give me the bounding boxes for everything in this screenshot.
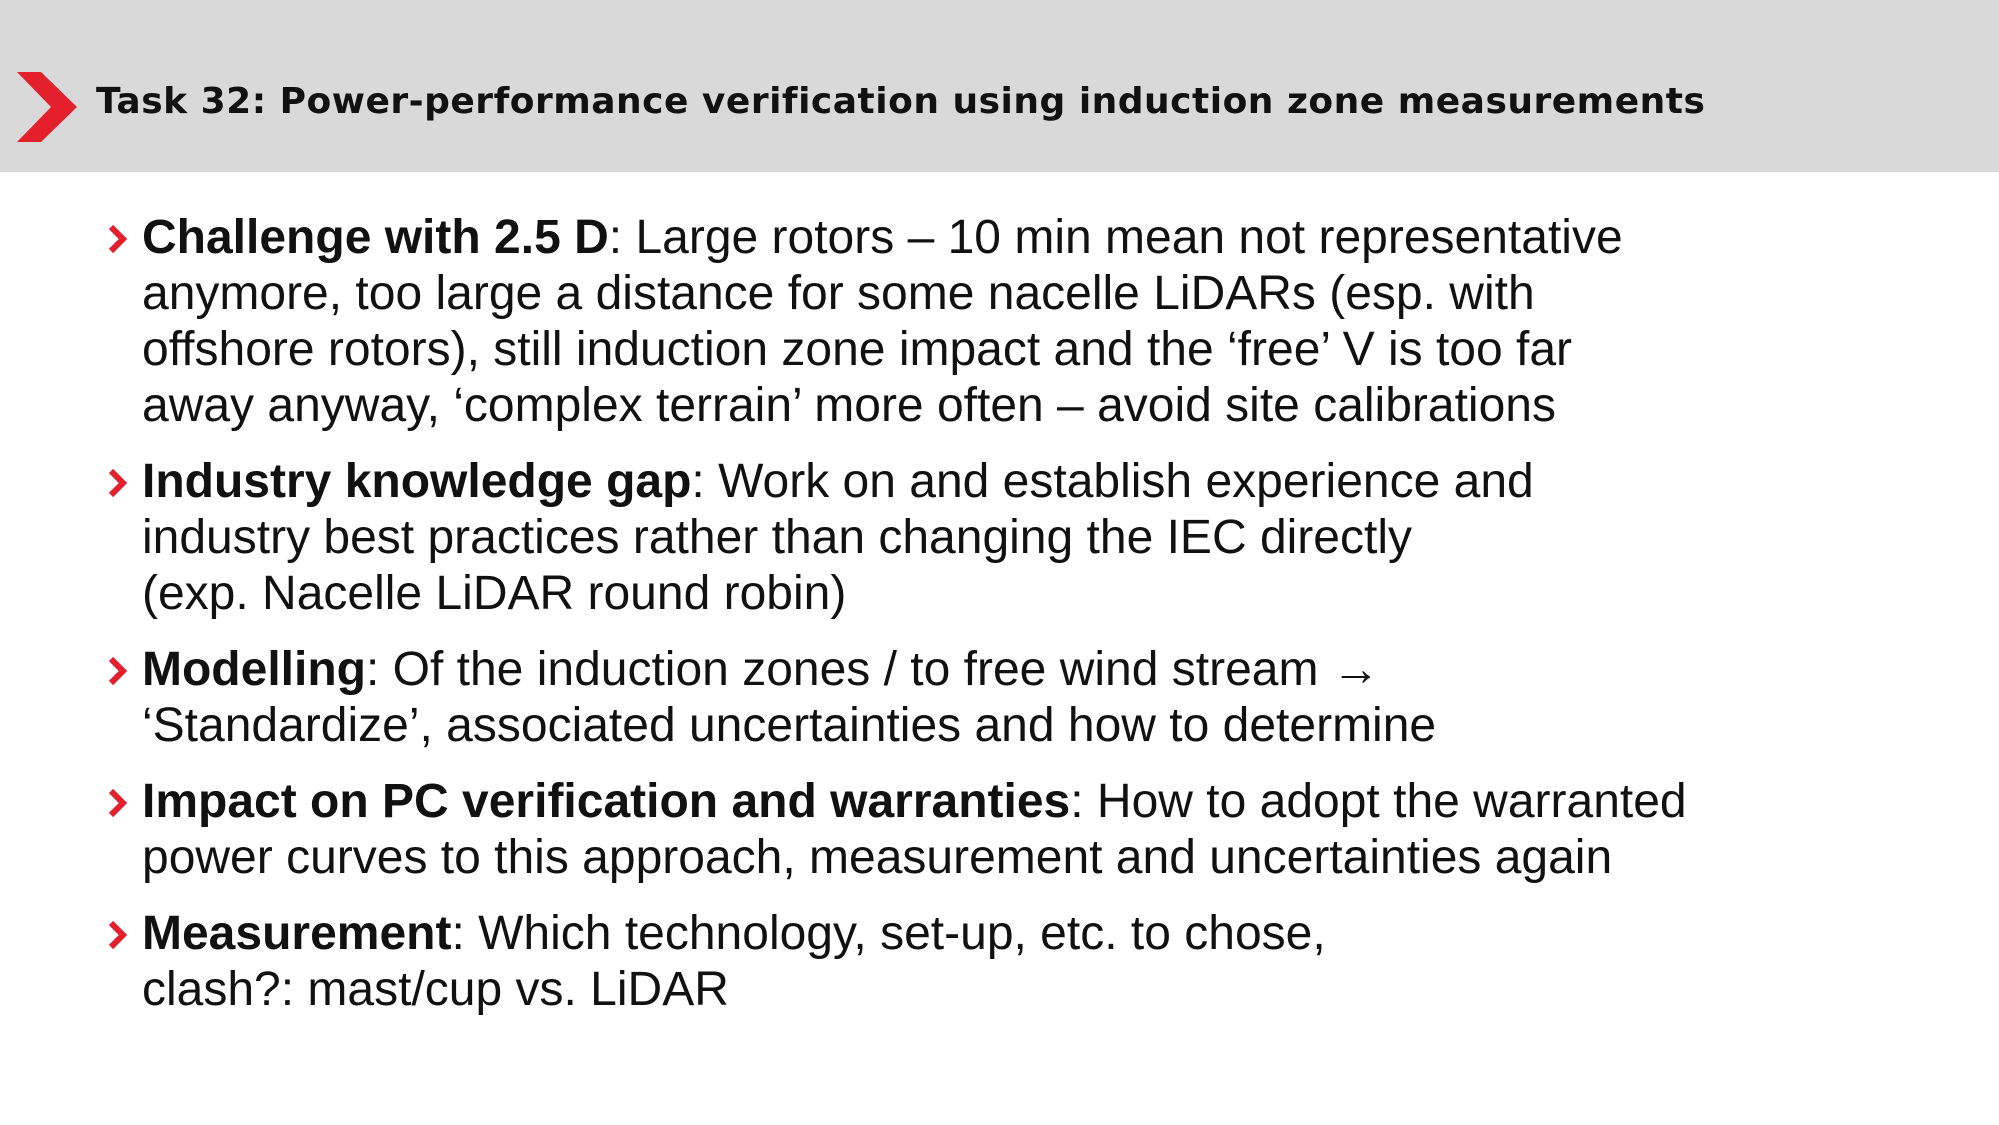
bullet-body: : Which technology, set-up, etc. to chos… — [451, 907, 1326, 960]
bullet-body: : Large rotors – 10 min mean not represe… — [608, 211, 1623, 264]
bullet-line: industry best practices rather than chan… — [142, 511, 1412, 564]
bullet-line: anymore, too large a distance for some n… — [142, 267, 1535, 320]
bullet-line: Measurement: Which technology, set-up, e… — [142, 906, 1926, 962]
list-item: Measurement: Which technology, set-up, e… — [106, 906, 1926, 1018]
bullet-text: Modelling: Of the induction zones / to f… — [142, 642, 1926, 754]
bullet-body: : Work on and establish experience and — [691, 455, 1534, 508]
bullet-text: Challenge with 2.5 D: Large rotors – 10 … — [142, 210, 1926, 434]
bullet-line: Industry knowledge gap: Work on and esta… — [142, 454, 1926, 510]
bullet-heading: Modelling — [142, 643, 366, 696]
bullet-line: power curves to this approach, measureme… — [142, 831, 1613, 884]
bullet-body: : How to adopt the warranted — [1070, 775, 1687, 828]
bullet-line: (exp. Nacelle LiDAR round robin) — [142, 567, 847, 620]
bullet-heading: Challenge with 2.5 D — [142, 211, 609, 264]
header-bar: Task 32: Power-performance verification … — [0, 0, 1999, 172]
bullet-text: Industry knowledge gap: Work on and esta… — [142, 454, 1926, 622]
bullet-heading: Industry knowledge gap — [142, 455, 692, 508]
bullet-line: clash?: mast/cup vs. LiDAR — [142, 963, 729, 1016]
chevron-right-icon — [108, 788, 128, 818]
red-chevron-icon — [17, 72, 77, 142]
chevron-right-icon — [108, 224, 128, 254]
bullet-line: Challenge with 2.5 D: Large rotors – 10 … — [142, 210, 1926, 266]
bullet-body: : Of the induction zones / to free wind … — [365, 643, 1380, 696]
chevron-right-icon — [108, 920, 128, 950]
bullet-text: Measurement: Which technology, set-up, e… — [142, 906, 1926, 1018]
bullet-line: Modelling: Of the induction zones / to f… — [142, 642, 1926, 698]
list-item: Industry knowledge gap: Work on and esta… — [106, 454, 1926, 622]
bullet-text: Impact on PC verification and warranties… — [142, 774, 1926, 886]
bullet-line: offshore rotors), still induction zone i… — [142, 323, 1573, 376]
bullet-list: Challenge with 2.5 D: Large rotors – 10 … — [106, 210, 1926, 1038]
list-item: Challenge with 2.5 D: Large rotors – 10 … — [106, 210, 1926, 434]
list-item: Modelling: Of the induction zones / to f… — [106, 642, 1926, 754]
chevron-right-icon — [108, 468, 128, 498]
bullet-heading: Measurement — [142, 907, 452, 960]
page-title: Task 32: Power-performance verification … — [96, 81, 1706, 122]
chevron-right-icon — [108, 656, 128, 686]
bullet-line: ‘Standardize’, associated uncertainties … — [142, 699, 1437, 752]
bullet-heading: Impact on PC verification and warranties — [142, 775, 1071, 828]
bullet-line: Impact on PC verification and warranties… — [142, 774, 1926, 830]
bullet-line: away anyway, ‘complex terrain’ more ofte… — [142, 379, 1556, 432]
list-item: Impact on PC verification and warranties… — [106, 774, 1926, 886]
